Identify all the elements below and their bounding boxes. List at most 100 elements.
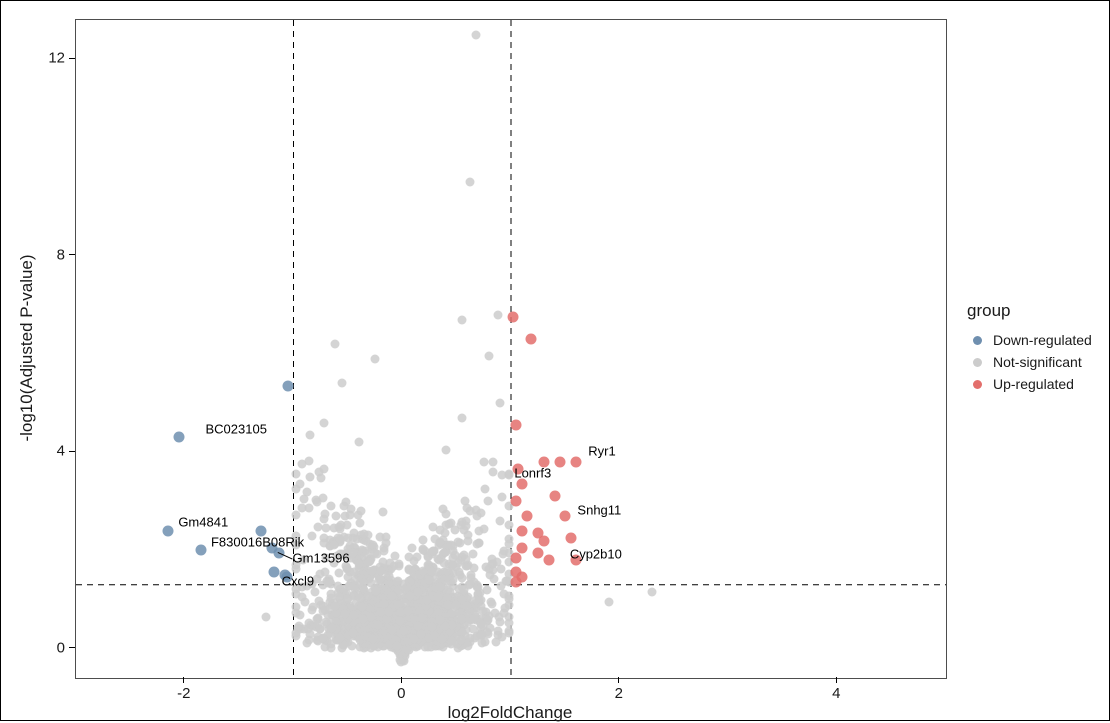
point-up (560, 510, 571, 521)
point-notsig (305, 456, 314, 465)
point-up (511, 496, 522, 507)
point-notsig (449, 581, 458, 590)
y-axis-title: -log10(Adjusted P-value) (17, 254, 37, 441)
point-notsig (334, 592, 343, 601)
point-notsig (484, 496, 493, 505)
point-notsig (349, 629, 358, 638)
point-notsig (385, 572, 394, 581)
point-notsig (450, 526, 459, 535)
point-notsig (306, 430, 315, 439)
point-notsig (462, 522, 471, 531)
gene-label: Lonrf3 (514, 466, 551, 481)
y-tick (69, 58, 75, 59)
y-tick-label: 4 (57, 443, 65, 460)
point-notsig (319, 418, 328, 427)
point-notsig (317, 474, 326, 483)
point-notsig (447, 609, 456, 618)
point-notsig (399, 627, 408, 636)
point-up (549, 491, 560, 502)
point-notsig (441, 445, 450, 454)
point-notsig (291, 470, 300, 479)
point-notsig (379, 508, 388, 517)
point-notsig (309, 603, 318, 612)
point-up (525, 334, 536, 345)
point-up (554, 456, 565, 467)
point-notsig (372, 587, 381, 596)
point-notsig (446, 518, 455, 527)
point-notsig (334, 582, 343, 591)
point-notsig (330, 340, 339, 349)
point-notsig (436, 583, 445, 592)
point-up (538, 535, 549, 546)
gene-label: Gm13596 (293, 551, 350, 566)
legend-item: Not-significant (967, 351, 1092, 373)
point-up (511, 552, 522, 563)
x-tick (618, 677, 619, 683)
point-notsig (370, 549, 379, 558)
point-notsig (394, 560, 403, 569)
point-notsig (499, 546, 508, 555)
point-notsig (354, 511, 363, 520)
point-notsig (480, 485, 489, 494)
y-tick (69, 647, 75, 648)
legend-label: Down-regulated (993, 332, 1092, 348)
point-notsig (306, 472, 315, 481)
point-notsig (298, 504, 307, 513)
point-notsig (369, 635, 378, 644)
legend-dot-icon (973, 358, 982, 367)
point-notsig (471, 596, 480, 605)
point-notsig (493, 626, 502, 635)
point-notsig (375, 575, 384, 584)
point-notsig (416, 629, 425, 638)
point-notsig (308, 531, 317, 540)
gene-label: F830016B08Rik (211, 534, 304, 549)
point-notsig (496, 565, 505, 574)
y-tick (69, 451, 75, 452)
point-notsig (488, 457, 497, 466)
legend-item: Down-regulated (967, 329, 1092, 351)
point-notsig (498, 493, 507, 502)
x-tick-label: 0 (397, 685, 405, 702)
y-tick-label: 12 (48, 50, 65, 67)
point-notsig (441, 509, 450, 518)
point-notsig (394, 585, 403, 594)
point-notsig (316, 625, 325, 634)
point-notsig (465, 178, 474, 187)
point-notsig (396, 616, 405, 625)
point-down (283, 380, 294, 391)
point-notsig (385, 608, 394, 617)
x-tick-label: -2 (177, 685, 190, 702)
point-notsig (346, 567, 355, 576)
point-notsig (335, 633, 344, 642)
point-notsig (437, 635, 446, 644)
plot-area (75, 19, 947, 679)
x-tick-label: 2 (615, 685, 623, 702)
point-notsig (292, 608, 301, 617)
point-notsig (425, 576, 434, 585)
point-up (511, 577, 522, 588)
point-up (508, 312, 519, 323)
point-notsig (418, 613, 427, 622)
point-notsig (313, 498, 322, 507)
point-notsig (330, 601, 339, 610)
point-notsig (356, 518, 365, 527)
point-up (522, 510, 533, 521)
point-notsig (428, 523, 437, 532)
point-notsig (359, 579, 368, 588)
point-notsig (493, 310, 502, 319)
gene-label: Cxcl9 (282, 574, 315, 589)
legend-item: Up-regulated (967, 373, 1092, 395)
x-axis-title: log2FoldChange (448, 703, 573, 723)
point-notsig (483, 616, 492, 625)
point-notsig (388, 625, 397, 634)
point-notsig (462, 554, 471, 563)
point-notsig (479, 457, 488, 466)
point-down (163, 525, 174, 536)
legend-label: Up-regulated (993, 376, 1074, 392)
point-notsig (435, 538, 444, 547)
point-notsig (477, 631, 486, 640)
point-notsig (436, 616, 445, 625)
point-notsig (406, 592, 415, 601)
point-notsig (393, 641, 402, 650)
point-notsig (367, 612, 376, 621)
